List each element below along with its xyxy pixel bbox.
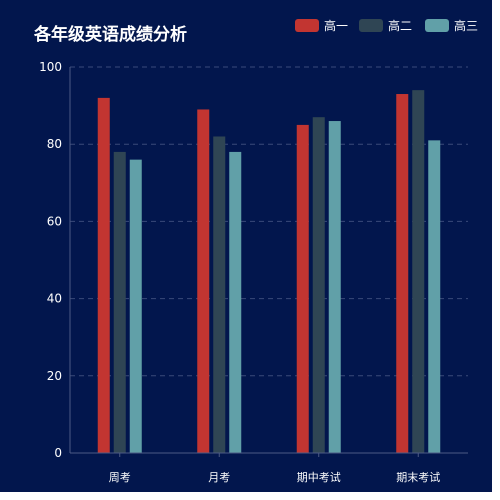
x-tick-label: 周考 [109,471,131,484]
legend-swatch [359,19,383,32]
bar-1-2[interactable] [312,117,325,454]
y-axis: 0 20 40 60 80 100 [39,60,71,460]
legend-label: 高二 [388,18,412,33]
bar-0-3[interactable] [396,94,409,454]
y-tick-label: 0 [54,446,62,460]
bar-1-3[interactable] [412,90,425,453]
bar-2-3[interactable] [428,140,441,453]
bar-chart: 各年级英语成绩分析 高一 高二 高三 0 20 40 60 80 100 周考 月考 期中考试 期末… [33,18,478,484]
legend-item-1[interactable]: 高二 [359,18,412,33]
x-tick-label: 期中考试 [297,471,341,484]
x-axis: 周考 月考 期中考试 期末考试 [70,452,468,484]
legend-item-2[interactable]: 高三 [425,18,478,33]
legend-label: 高三 [454,18,478,33]
y-tick-label: 40 [47,292,62,306]
legend[interactable]: 高一 高二 高三 [295,18,478,33]
bar-2-2[interactable] [328,121,341,453]
bar-0-2[interactable] [296,124,309,454]
bar-0-1[interactable] [197,109,210,454]
y-tick-label: 20 [47,369,62,383]
x-tick-label: 月考 [208,471,230,484]
y-tick-label: 100 [39,60,62,74]
bar-1-0[interactable] [113,151,126,454]
bar-0-0[interactable] [97,97,110,453]
legend-swatch [425,19,449,32]
chart-title: 各年级英语成绩分析 [33,24,187,45]
x-tick-label: 期末考试 [396,470,440,484]
legend-item-0[interactable]: 高一 [295,18,348,33]
bar-series [97,90,441,454]
bar-1-1[interactable] [213,136,226,454]
y-tick-label: 80 [47,137,62,151]
legend-swatch [295,19,319,32]
chart-panel: 各年级英语成绩分析 高一 高二 高三 0 20 40 60 80 100 周考 月考 期中考试 期末… [0,0,492,492]
legend-label: 高一 [324,18,348,33]
bar-2-0[interactable] [129,159,142,453]
y-tick-label: 60 [47,214,62,228]
grid-lines [70,66,468,377]
bar-2-1[interactable] [229,151,242,454]
